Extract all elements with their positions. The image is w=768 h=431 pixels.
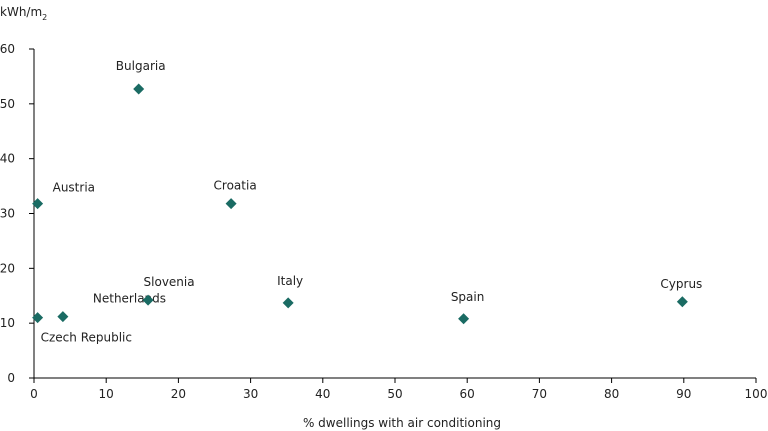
y-axis-ticks: 0 10 20 30 40 50 60: [0, 42, 34, 385]
x-tick-label: 60: [460, 387, 475, 401]
data-point-marker: [32, 198, 44, 210]
data-point-marker: [133, 83, 145, 95]
data-point-label: Austria: [53, 181, 95, 195]
y-tick-label: 30: [0, 207, 15, 221]
x-tick-label: 80: [604, 387, 619, 401]
data-point-label: Italy: [277, 274, 303, 288]
data-point-label: Bulgaria: [116, 59, 166, 73]
data-point-label: Spain: [451, 290, 485, 304]
x-tick-label: 90: [676, 387, 691, 401]
x-tick-label: 40: [315, 387, 330, 401]
x-tick-label: 100: [745, 387, 768, 401]
y-tick-label: 20: [0, 261, 15, 275]
data-points: Czech Republic Austria Netherlands Bulgaria…: [32, 59, 702, 345]
y-axis-unit-label: kWh/m2: [0, 5, 47, 22]
x-tick-label: 30: [243, 387, 258, 401]
data-point-label: Czech Republic: [41, 331, 132, 345]
y-tick-label: 50: [0, 97, 15, 111]
data-point-marker: [676, 296, 688, 308]
x-tick-label: 10: [99, 387, 114, 401]
x-tick-label: 50: [387, 387, 402, 401]
x-axis-title: % dwellings with air conditioning: [303, 416, 501, 430]
data-point-label: Cyprus: [660, 277, 702, 291]
data-point-marker: [282, 297, 294, 309]
x-tick-label: 0: [30, 387, 38, 401]
y-axis-unit-main: kWh/m: [0, 5, 42, 19]
y-axis-unit-subscript: 2: [42, 13, 47, 22]
data-point-marker: [32, 312, 44, 324]
data-point-label: Slovenia: [144, 275, 195, 289]
data-point-label: Croatia: [214, 179, 257, 193]
y-tick-label: 40: [0, 152, 15, 166]
y-tick-label: 10: [0, 316, 15, 330]
x-tick-label: 70: [532, 387, 547, 401]
x-tick-label: 20: [171, 387, 186, 401]
data-point-label: Netherlands: [93, 292, 166, 306]
y-tick-label: 0: [7, 371, 15, 385]
data-point-marker: [458, 313, 470, 325]
data-point-marker: [142, 294, 154, 306]
x-axis-ticks: 0 10 20 30 40 50 60 70 80 90 100: [30, 378, 767, 401]
y-tick-label: 60: [0, 42, 15, 56]
data-point-marker: [225, 198, 237, 210]
data-point-marker: [57, 311, 69, 323]
